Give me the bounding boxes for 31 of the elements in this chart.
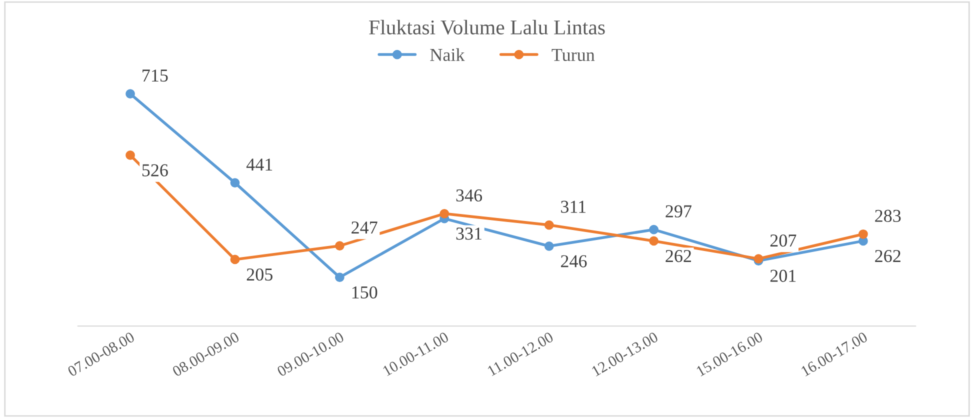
legend-label: Naik — [430, 48, 465, 62]
legend-label: Turun — [552, 49, 595, 62]
point — [858, 229, 868, 239]
point — [544, 241, 554, 251]
data-label: 247 — [352, 222, 378, 234]
point — [649, 224, 658, 234]
point — [126, 150, 135, 160]
point — [440, 208, 450, 218]
data-label: 715 — [142, 70, 168, 82]
data-label: 246 — [560, 255, 587, 268]
data-label: 297 — [666, 205, 692, 218]
point — [334, 241, 344, 251]
data-label: 441 — [246, 158, 272, 170]
data-label: 207 — [770, 234, 796, 247]
point — [649, 236, 658, 246]
data-label: 331 — [456, 228, 482, 240]
data-label: 262 — [666, 250, 691, 262]
data-label: 346 — [456, 189, 482, 202]
chart-title: Fluktasi Volume Lalu Lintas — [369, 20, 605, 35]
data-label: 262 — [875, 250, 900, 262]
data-label: 311 — [561, 200, 586, 213]
data-label: 526 — [142, 164, 168, 176]
point — [126, 89, 135, 99]
point — [230, 254, 240, 264]
point — [334, 272, 344, 282]
data-label: 201 — [770, 270, 796, 282]
data-label: 205 — [246, 268, 272, 281]
data-label: 150 — [352, 286, 378, 299]
point — [230, 178, 240, 188]
data-label: 283 — [875, 210, 901, 222]
point — [544, 220, 554, 230]
